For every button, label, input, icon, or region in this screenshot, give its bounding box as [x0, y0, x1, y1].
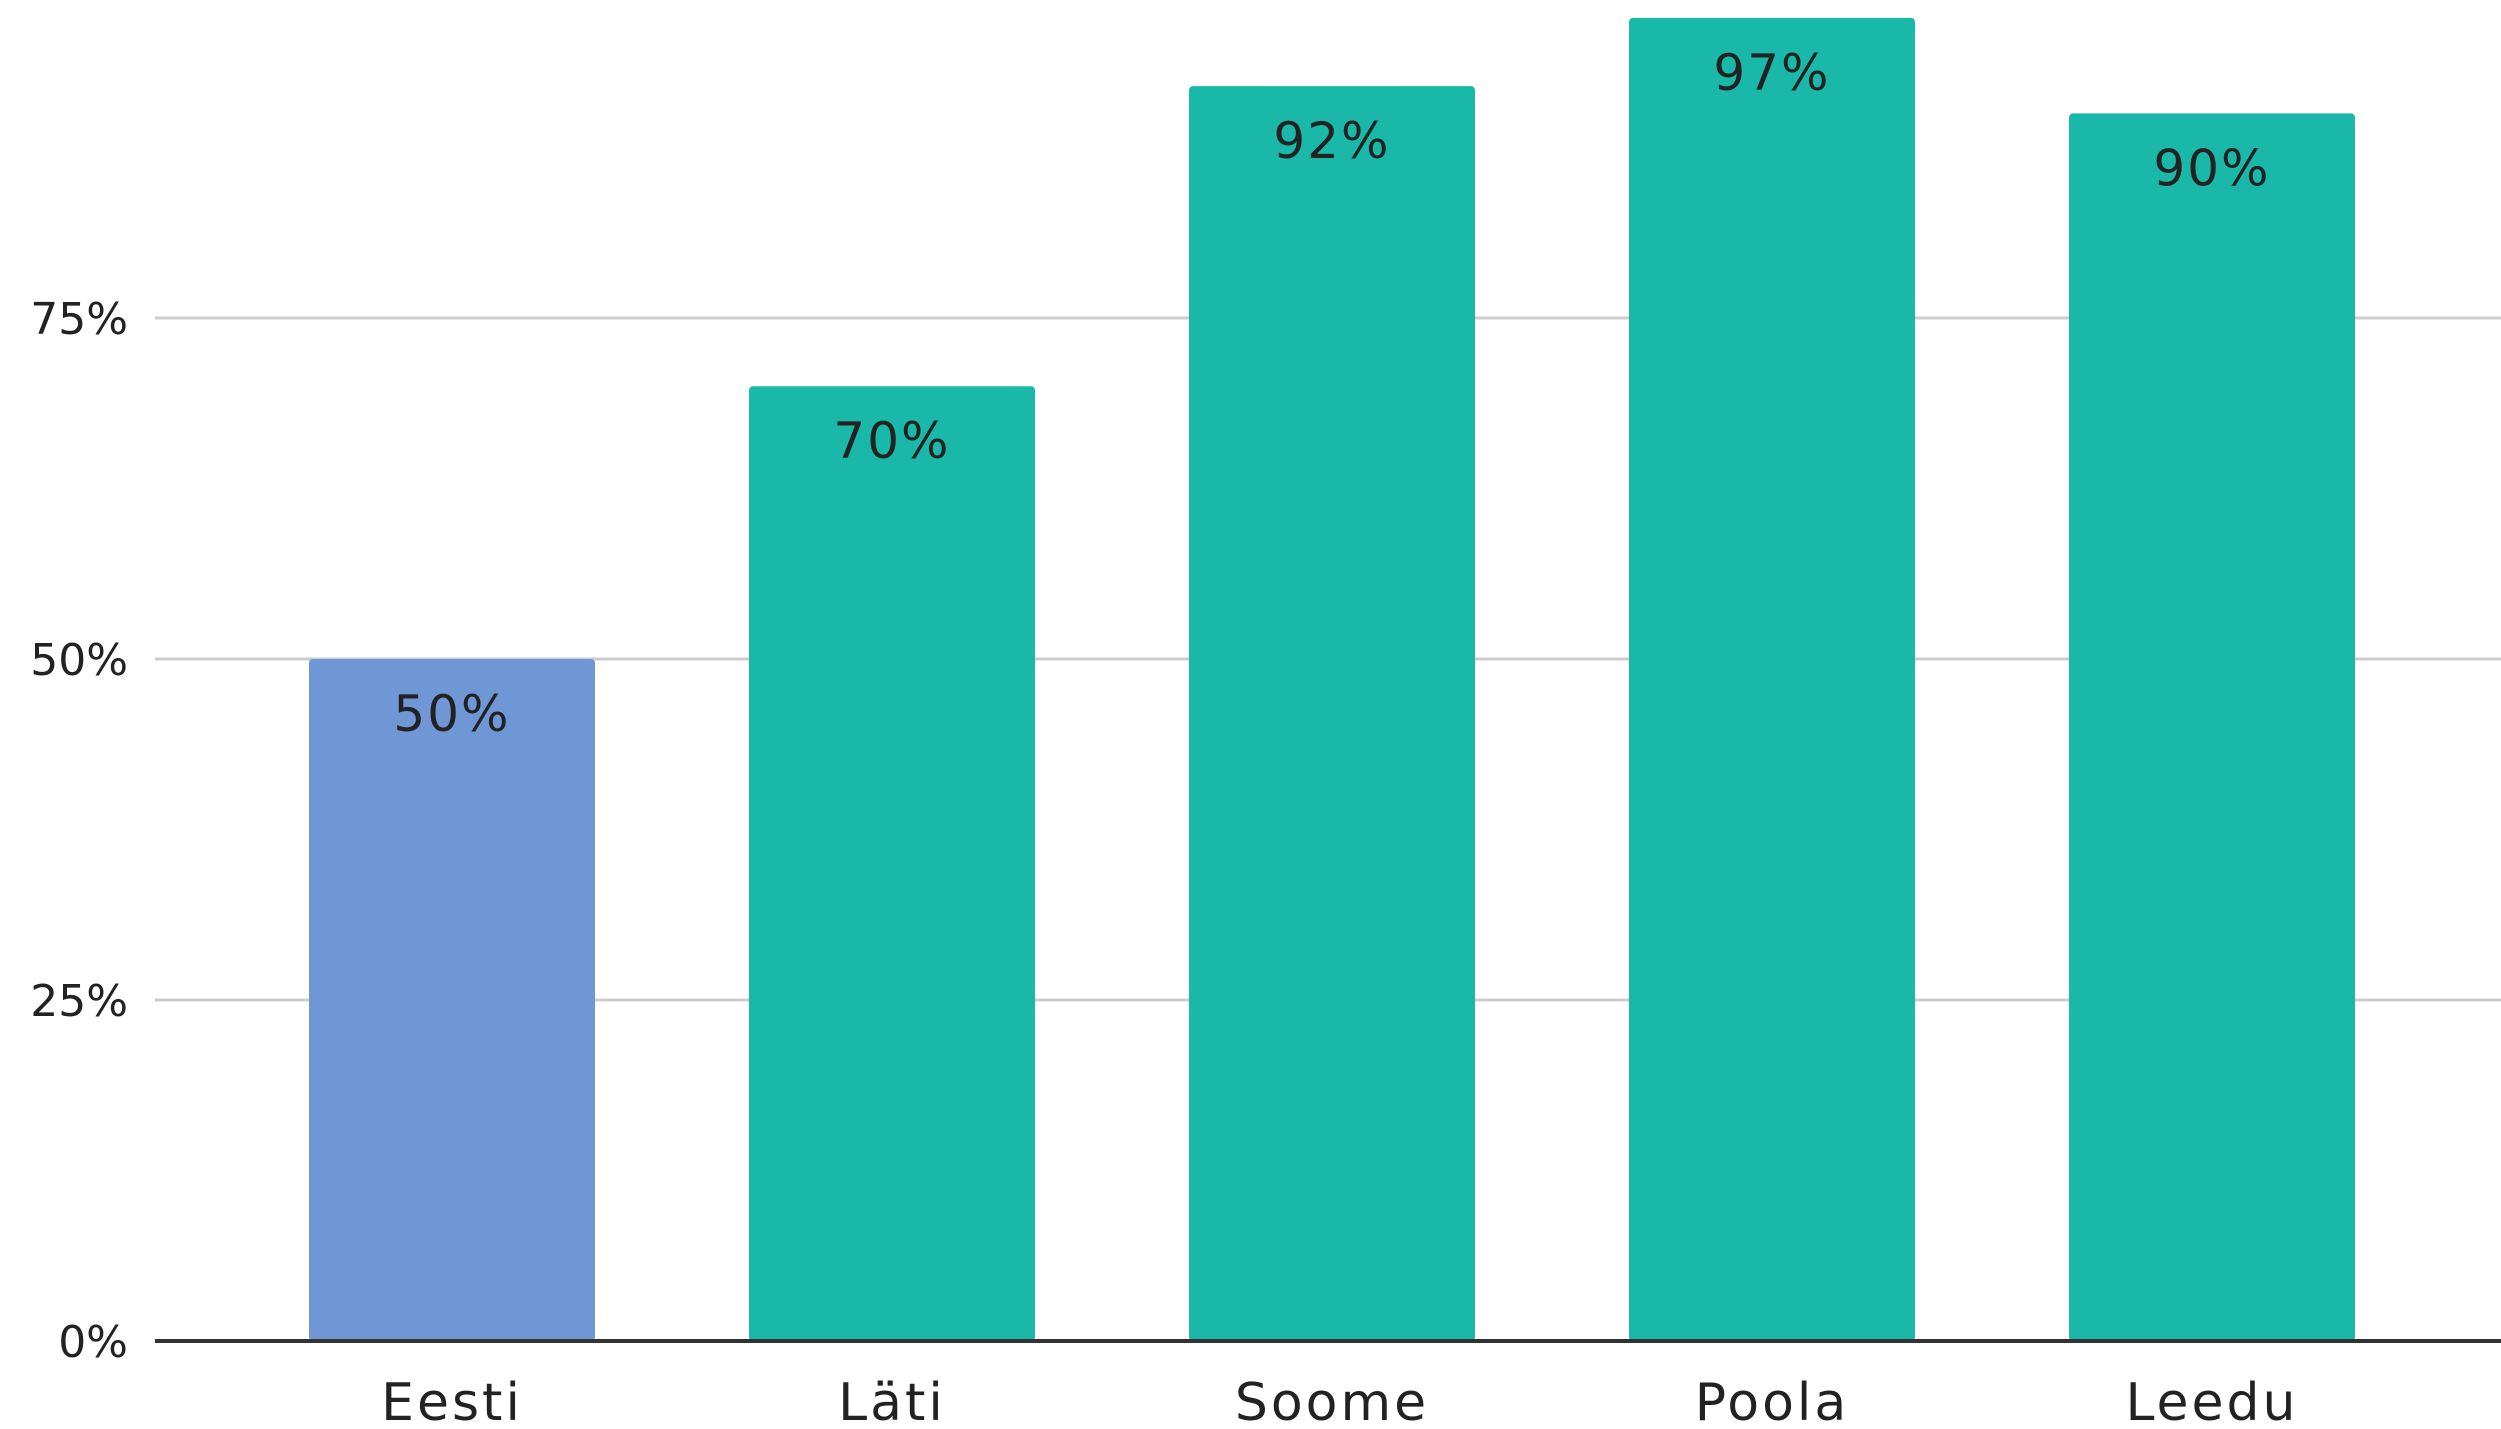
- data-label: 70%: [833, 412, 950, 470]
- x-category-label: Poola: [1695, 1373, 1849, 1429]
- bar-leedu: [2069, 113, 2355, 1341]
- data-label: 97%: [1713, 44, 1830, 102]
- data-label: 92%: [1273, 112, 1390, 170]
- y-tick-label: 50%: [30, 635, 128, 686]
- data-labels: 50% 70% 92% 97% 90%: [393, 44, 2270, 743]
- bar-poola: [1629, 17, 1915, 1341]
- x-category-label: Leedu: [2125, 1373, 2298, 1429]
- x-axis-category-labels: Eesti Läti Soome Poola Leedu: [381, 1373, 2298, 1429]
- bar-läti: [749, 386, 1035, 1341]
- x-category-label: Läti: [838, 1373, 946, 1429]
- data-label: 90%: [2153, 139, 2270, 197]
- bar-soome: [1189, 86, 1475, 1342]
- bars: [309, 17, 2355, 1342]
- y-tick-label: 75%: [30, 294, 128, 345]
- x-category-label: Soome: [1235, 1373, 1429, 1429]
- bar-eesti: [309, 659, 595, 1341]
- y-axis-tick-labels: 0% 25% 50% 75%: [30, 294, 128, 1368]
- y-tick-label: 0%: [58, 1317, 128, 1368]
- y-tick-label: 25%: [30, 976, 128, 1027]
- data-label: 50%: [393, 685, 510, 743]
- x-category-label: Eesti: [381, 1373, 523, 1429]
